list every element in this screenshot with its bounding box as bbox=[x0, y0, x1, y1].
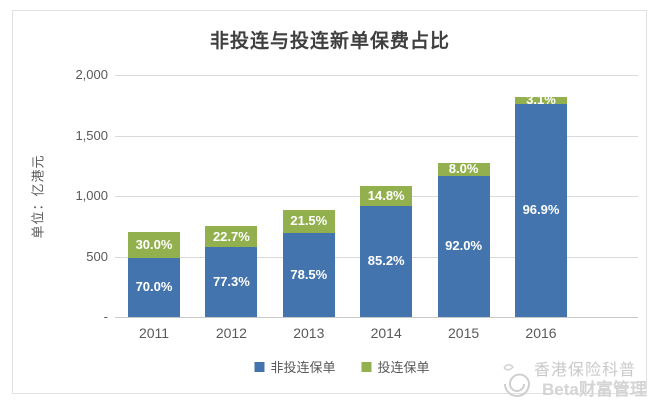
bar-2014-segment-ilas: 14.8% bbox=[360, 186, 413, 206]
bar-2011: 30.0% 70.0% bbox=[128, 232, 180, 317]
bar-2016: 3.1% 96.9% bbox=[515, 93, 567, 317]
chart-title: 非投连与投连新单保费占比 bbox=[209, 31, 450, 52]
x-axis-label-2012: 2012 bbox=[215, 325, 247, 341]
x-axis-label-2011: 2011 bbox=[138, 325, 170, 341]
y-tick-label-1500: 1,500 bbox=[75, 127, 108, 143]
bar-2013-segment-ilas: 21.5% bbox=[282, 209, 335, 233]
bar-2011-non-ilas-label: 70.0% bbox=[135, 279, 173, 295]
bar-2012-segment-non-ilas: 77.3% bbox=[205, 246, 258, 317]
y-tick-label-1000: 1,000 bbox=[75, 188, 108, 203]
x-axis-label-2014: 2014 bbox=[370, 325, 402, 341]
bar-2012: 22.7% 77.3% bbox=[205, 226, 258, 317]
legend: 非投连保单 投连保单 bbox=[254, 357, 430, 376]
x-axis-label-2015: 2015 bbox=[448, 325, 480, 341]
bar-2015-ilas-label: 8.0% bbox=[448, 161, 479, 177]
bar-2012-non-ilas-label: 77.3% bbox=[212, 273, 250, 289]
bar-2015: 8.0% 92.0% bbox=[437, 161, 490, 317]
gridline-1500 bbox=[115, 135, 638, 137]
plot-area: 30.0% 70.0% 2011 22.7% 77.3% 2012 21.5% 78.5% 20… bbox=[115, 75, 638, 341]
bar-2015-segment-non-ilas: 92.0% bbox=[437, 175, 490, 317]
bar-2013-ilas-label: 21.5% bbox=[290, 213, 328, 229]
x-axis-label-2013: 2013 bbox=[293, 325, 325, 341]
bar-2014-segment-non-ilas: 85.2% bbox=[360, 205, 413, 317]
bar-2012-segment-ilas: 22.7% bbox=[205, 226, 258, 247]
x-axis-label-2016: 2016 bbox=[525, 325, 557, 341]
bar-2015-segment-ilas: 8.0% bbox=[437, 161, 490, 177]
watermark-line2: Beta财富管理 bbox=[542, 380, 647, 399]
y-axis-ticks: - 500 1,000 1,500 2,000 bbox=[30, 0, 108, 401]
bar-2011-segment-ilas: 30.0% bbox=[128, 232, 180, 258]
bar-2014-non-ilas-label: 85.2% bbox=[367, 253, 405, 269]
y-tick-label-0: - bbox=[103, 309, 108, 324]
legend-swatch-blue-icon bbox=[254, 361, 265, 372]
bar-2013-non-ilas-label: 78.5% bbox=[290, 266, 328, 282]
watermark-line1: 香港保险科普 bbox=[534, 362, 637, 379]
y-tick-label-500: 500 bbox=[86, 248, 108, 264]
legend-item-ilas: 投连保单 bbox=[361, 357, 430, 376]
legend-label-ilas: 投连保单 bbox=[377, 360, 430, 375]
bar-2016-segment-non-ilas: 96.9% bbox=[515, 103, 567, 317]
spiral-snail-icon bbox=[503, 364, 531, 397]
bar-2014-ilas-label: 14.8% bbox=[367, 187, 405, 203]
bar-2013-segment-non-ilas: 78.5% bbox=[282, 232, 335, 317]
bar-2011-ilas-label: 30.0% bbox=[135, 237, 173, 253]
gridline-2000 bbox=[115, 75, 638, 76]
bar-2012-ilas-label: 22.7% bbox=[212, 228, 250, 244]
watermark: 香港保险科普 Beta财富管理 bbox=[498, 352, 652, 401]
bar-2013: 21.5% 78.5% bbox=[282, 209, 335, 317]
legend-item-non-ilas: 非投连保单 bbox=[254, 357, 336, 376]
gridline-0 bbox=[115, 317, 638, 318]
bar-2016-ilas-label: 3.1% bbox=[526, 92, 556, 108]
bar-2015-non-ilas-label: 92.0% bbox=[445, 238, 483, 254]
bar-2016-segment-ilas: 3.1% bbox=[515, 93, 567, 107]
bar-2016-non-ilas-label: 96.9% bbox=[522, 202, 560, 218]
y-tick-label-2000: 2,000 bbox=[75, 67, 108, 82]
legend-label-non-ilas: 非投连保单 bbox=[270, 360, 336, 375]
bar-2014: 14.8% 85.2% bbox=[360, 186, 413, 317]
legend-swatch-green-icon bbox=[361, 361, 372, 372]
bar-2011-segment-non-ilas: 70.0% bbox=[128, 257, 180, 317]
